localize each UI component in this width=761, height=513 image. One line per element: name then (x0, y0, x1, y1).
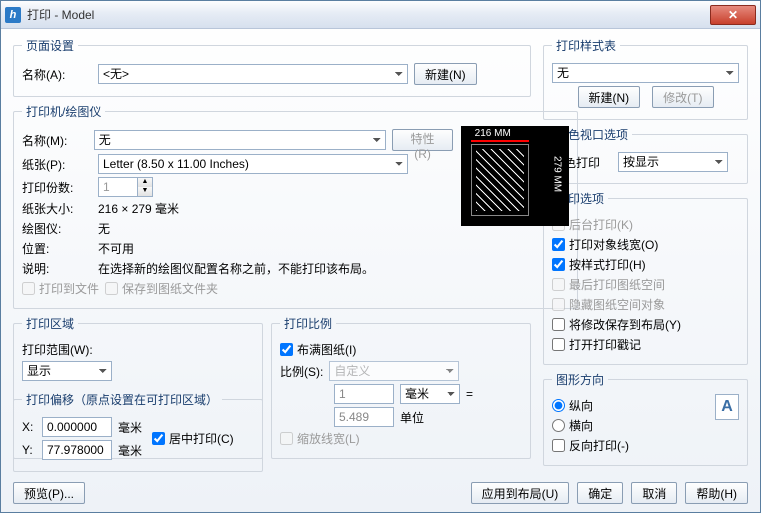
client-area: 页面设置 名称(A): <无> 新建(N) 打印机/绘图仪 名称(M): 无 特… (1, 29, 760, 512)
paper-preview: 216 MM 279 MM (461, 126, 569, 226)
x-label: X: (22, 420, 36, 434)
opt-hide-paper[interactable]: 隐藏图纸空间对象 (552, 296, 665, 313)
preview-button[interactable]: 预览(P)... (13, 482, 85, 504)
style-new-button[interactable]: 新建(N) (578, 86, 641, 108)
ratio-combo[interactable]: 自定义 (329, 361, 459, 381)
scope-combo[interactable]: 显示 (22, 361, 112, 381)
x-input[interactable] (42, 417, 112, 437)
help-button[interactable]: 帮助(H) (685, 482, 748, 504)
copies-spinner[interactable]: ▲▼ (98, 177, 153, 197)
location-label: 位置: (22, 240, 92, 257)
app-icon: h (5, 7, 21, 23)
viewport-group: 着色视口选项 着色打印 按显示 (543, 126, 748, 184)
copies-input[interactable] (98, 177, 138, 197)
scope-label: 打印范围(W): (22, 341, 93, 358)
opt-style[interactable]: 按样式打印(H) (552, 256, 646, 273)
printer-legend: 打印机/绘图仪 (22, 103, 105, 120)
desc-label: 说明: (22, 260, 92, 277)
copies-label: 打印份数: (22, 179, 92, 196)
orient-group: 图形方向 纵向 横向 反向打印(-) A (543, 371, 748, 466)
orient-landscape[interactable]: 横向 (552, 417, 593, 434)
preview-dim-x: 216 MM (475, 128, 511, 139)
size-label: 纸张大小: (22, 200, 92, 217)
area-legend: 打印区域 (22, 315, 78, 332)
units-label: 单位 (400, 409, 424, 426)
preview-dim-y: 279 MM (552, 156, 563, 192)
opt-last-paper[interactable]: 最后打印图纸空间 (552, 276, 665, 293)
x-unit: 毫米 (118, 419, 142, 436)
save-sheet-checkbox[interactable]: 保存到图纸文件夹 (105, 280, 218, 297)
orient-portrait[interactable]: 纵向 (552, 397, 593, 414)
cancel-button[interactable]: 取消 (631, 482, 677, 504)
page-new-button[interactable]: 新建(N) (414, 63, 477, 85)
y-unit: 毫米 (118, 442, 142, 459)
ok-button[interactable]: 确定 (577, 482, 623, 504)
printer-name-label: 名称(M): (22, 132, 88, 149)
plotter-value: 无 (98, 220, 110, 237)
page-name-label: 名称(A): (22, 66, 92, 83)
printer-group: 打印机/绘图仪 名称(M): 无 特性(R) 纸张(P): Letter (8.… (13, 103, 578, 309)
orient-icon: A (715, 394, 739, 420)
offset-legend: 打印偏移（原点设置在可打印区域） (22, 391, 222, 408)
eq-label: = (466, 387, 473, 401)
fit-checkbox[interactable]: 布满图纸(I) (280, 341, 356, 358)
page-setup-group: 页面设置 名称(A): <无> 新建(N) (13, 37, 531, 97)
opt-lw[interactable]: 打印对象线宽(O) (552, 236, 658, 253)
paper-label: 纸张(P): (22, 156, 92, 173)
page-name-combo[interactable]: <无> (98, 64, 408, 84)
style-edit-button[interactable]: 修改(T) (652, 86, 713, 108)
scale-den-input[interactable] (334, 407, 394, 427)
paper-combo[interactable]: Letter (8.50 x 11.00 Inches) (98, 154, 408, 174)
location-value: 不可用 (98, 240, 134, 257)
close-button[interactable]: ✕ (710, 5, 756, 25)
style-group: 打印样式表 无 新建(N) 修改(T) (543, 37, 748, 120)
opt-save-layout[interactable]: 将修改保存到布局(Y) (552, 316, 681, 333)
printer-name-combo[interactable]: 无 (94, 130, 387, 150)
page-setup-legend: 页面设置 (22, 37, 78, 54)
orient-reverse[interactable]: 反向打印(-) (552, 437, 629, 454)
scale-group: 打印比例 布满图纸(I) 比例(S): 自定义 毫米 = 单位 (271, 315, 531, 459)
orient-legend: 图形方向 (552, 371, 608, 388)
options-group: 打印选项 后台打印(K) 打印对象线宽(O) 按样式打印(H) 最后打印图纸空间… (543, 190, 748, 365)
apply-button[interactable]: 应用到布局(U) (471, 482, 570, 504)
opt-stamp[interactable]: 打开打印戳记 (552, 336, 641, 353)
scale-lw-checkbox[interactable]: 缩放线宽(L) (280, 430, 360, 447)
footer: 预览(P)... 应用到布局(U) 确定 取消 帮助(H) (13, 482, 748, 504)
y-label: Y: (22, 443, 36, 457)
scale-unit-combo[interactable]: 毫米 (400, 384, 460, 404)
center-checkbox[interactable]: 居中打印(C) (152, 430, 234, 447)
y-input[interactable] (42, 440, 112, 460)
print-dialog: h 打印 - Model ✕ 页面设置 名称(A): <无> 新建(N) 打印机… (0, 0, 761, 513)
window-title: 打印 - Model (27, 6, 710, 23)
ratio-label: 比例(S): (280, 363, 323, 380)
desc-value: 在选择新的绘图仪配置名称之前，不能打印该布局。 (98, 260, 374, 277)
plotter-label: 绘图仪: (22, 220, 92, 237)
scale-legend: 打印比例 (280, 315, 336, 332)
style-combo[interactable]: 无 (552, 63, 739, 83)
scale-num-input[interactable] (334, 384, 394, 404)
to-file-checkbox[interactable]: 打印到文件 (22, 280, 99, 297)
size-value: 216 × 279 毫米 (98, 200, 179, 217)
shade-combo[interactable]: 按显示 (618, 152, 728, 172)
printer-props-button[interactable]: 特性(R) (392, 129, 452, 151)
style-legend: 打印样式表 (552, 37, 620, 54)
titlebar: h 打印 - Model ✕ (1, 1, 760, 29)
